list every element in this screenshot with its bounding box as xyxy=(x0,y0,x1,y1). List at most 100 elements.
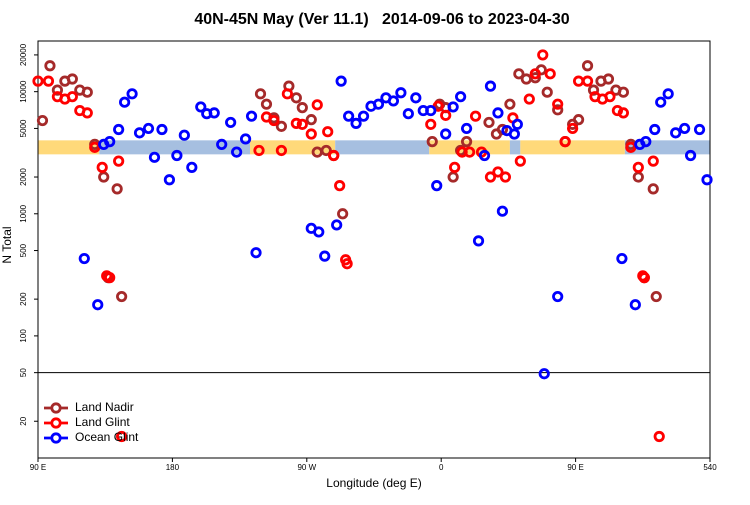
data-point xyxy=(334,180,346,192)
data-point xyxy=(504,98,516,110)
legend-marker xyxy=(50,417,62,429)
data-point xyxy=(268,114,280,127)
data-point xyxy=(653,430,665,443)
data-point xyxy=(104,136,116,148)
data-point xyxy=(655,96,667,108)
legend-label: Ocean Glint xyxy=(75,430,139,444)
x-tick-label: 0 xyxy=(439,463,444,472)
data-point xyxy=(111,183,123,195)
data-point xyxy=(520,73,532,85)
data-point xyxy=(529,68,541,80)
data-point xyxy=(679,122,691,135)
y-tick-label: 1000 xyxy=(19,204,28,222)
data-point xyxy=(629,299,641,311)
data-point xyxy=(305,128,317,140)
data-point xyxy=(239,133,252,145)
data-point xyxy=(81,107,93,119)
data-point xyxy=(328,149,340,162)
data-point xyxy=(529,72,541,84)
data-point xyxy=(701,174,713,186)
data-point xyxy=(126,88,138,100)
data-point xyxy=(431,180,443,192)
band-segment xyxy=(509,140,521,155)
data-point xyxy=(616,252,628,265)
data-point xyxy=(341,258,353,270)
data-point xyxy=(425,118,437,130)
y-tick-label: 20 xyxy=(19,416,28,425)
data-point xyxy=(163,174,176,186)
data-point xyxy=(36,114,49,127)
data-point xyxy=(171,149,183,162)
data-point xyxy=(296,118,308,130)
data-point xyxy=(311,99,323,111)
data-point xyxy=(98,171,110,183)
data-point xyxy=(572,114,585,126)
data-point xyxy=(469,110,482,122)
data-point xyxy=(496,205,509,217)
data-point xyxy=(632,161,644,173)
data-point xyxy=(350,117,362,129)
band-segment xyxy=(99,140,251,155)
data-point xyxy=(649,123,661,136)
data-point xyxy=(552,104,564,116)
legend-label: Land Nadir xyxy=(75,400,134,414)
data-point xyxy=(499,171,512,183)
band-segment xyxy=(520,140,625,155)
y-tick-label: 5000 xyxy=(19,119,28,137)
data-point xyxy=(260,98,273,110)
data-point xyxy=(113,123,125,136)
data-point xyxy=(650,290,662,303)
y-tick-label: 20000 xyxy=(19,43,28,66)
chart-title: 40N-45N May (Ver 11.1) 2014-09-06 to 202… xyxy=(194,11,569,28)
data-point xyxy=(319,250,331,262)
data-point xyxy=(322,126,334,138)
data-point xyxy=(440,109,452,121)
plot-frame xyxy=(37,40,711,459)
data-point xyxy=(313,226,325,238)
data-point xyxy=(225,116,237,129)
data-point xyxy=(552,98,564,110)
y-tick-label: 500 xyxy=(19,243,28,257)
data-point xyxy=(523,93,535,105)
data-point xyxy=(395,87,407,99)
data-point xyxy=(148,151,161,163)
legend-marker xyxy=(50,432,62,444)
data-point xyxy=(32,75,44,87)
data-point xyxy=(541,86,553,98)
data-point xyxy=(492,166,504,178)
legend-marker xyxy=(50,402,62,414)
data-point xyxy=(231,146,243,158)
data-point xyxy=(508,128,520,140)
data-point xyxy=(104,272,116,284)
data-point xyxy=(460,136,473,148)
x-axis-label: Longitude (deg E) xyxy=(326,476,421,490)
x-tick-label: 90 E xyxy=(30,463,46,472)
data-point xyxy=(186,161,198,173)
data-point xyxy=(116,290,128,303)
data-point xyxy=(513,68,525,80)
data-point xyxy=(245,110,258,122)
data-point xyxy=(290,117,302,129)
data-point xyxy=(178,129,190,141)
data-point xyxy=(66,91,78,103)
data-point xyxy=(559,136,571,148)
data-point xyxy=(693,123,706,136)
data-point xyxy=(133,127,146,139)
data-point xyxy=(484,80,497,92)
data-point xyxy=(478,149,491,162)
x-tick-label: 540 xyxy=(703,463,717,472)
legend-label: Land Glint xyxy=(75,415,130,429)
data-point xyxy=(552,290,564,303)
data-point xyxy=(44,60,56,72)
data-point xyxy=(343,110,355,122)
data-point xyxy=(483,116,495,129)
data-point xyxy=(611,104,624,117)
data-point xyxy=(617,86,629,98)
data-point xyxy=(320,144,332,157)
data-point xyxy=(440,128,452,140)
data-point xyxy=(455,91,467,103)
y-tick-label: 50 xyxy=(19,368,28,377)
data-point xyxy=(92,299,104,311)
data-point xyxy=(410,92,422,104)
